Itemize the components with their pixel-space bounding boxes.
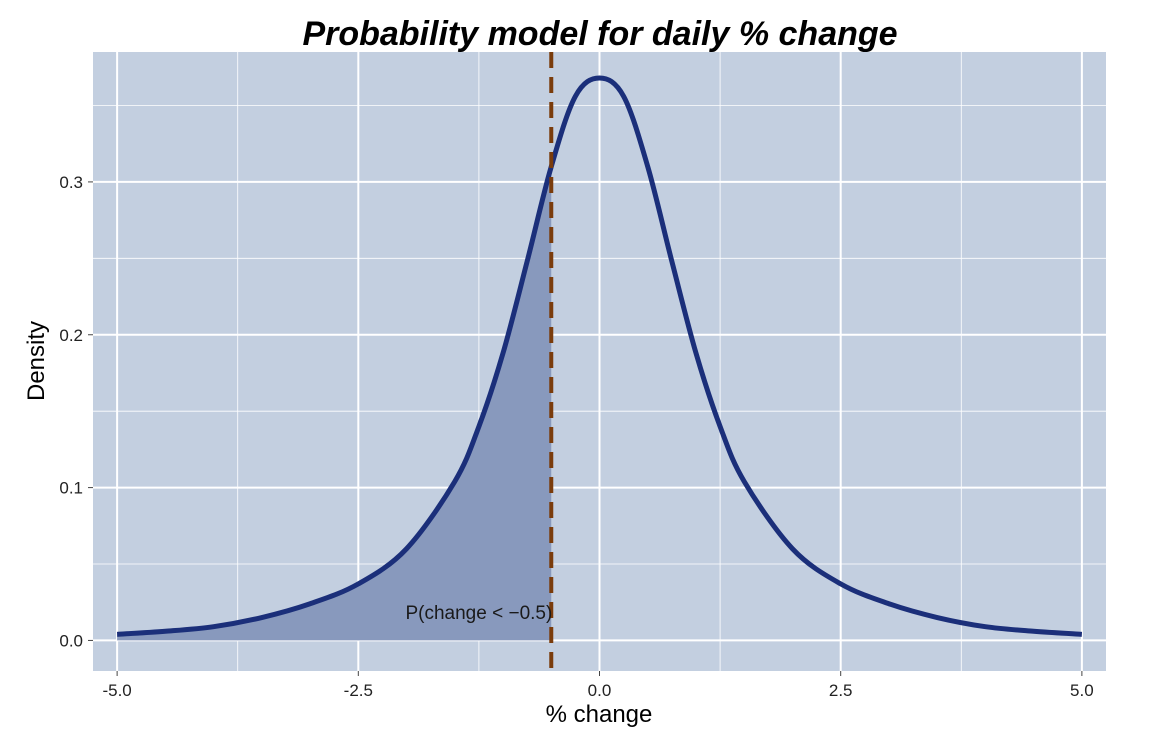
x-axis-ticks: -5.0 -2.5 0.0 2.5 5.0: [102, 671, 1094, 700]
y-tick-label: 0.3: [59, 173, 83, 192]
density-curve: [116, 75, 1083, 637]
x-tick-label: -2.5: [344, 681, 373, 700]
y-axis-title: Density: [23, 321, 50, 401]
probability-annotation: P(change < −0.5): [405, 603, 552, 624]
x-axis-title: % change: [546, 701, 653, 728]
x-tick-label: 0.0: [588, 681, 612, 700]
y-tick-label: 0.1: [59, 479, 83, 498]
major-gridlines: [93, 52, 1106, 671]
x-tick-label: 5.0: [1070, 681, 1094, 700]
y-tick-label: 0.2: [59, 326, 83, 345]
x-tick-label: 2.5: [829, 681, 853, 700]
y-tick-label: 0.0: [59, 631, 83, 650]
chart-title: Probability model for daily % change: [302, 15, 897, 53]
x-tick-label: -5.0: [102, 681, 131, 700]
shaded-probability-area: [117, 166, 552, 641]
y-axis-ticks: 0.0 0.1 0.2 0.3: [59, 173, 93, 650]
